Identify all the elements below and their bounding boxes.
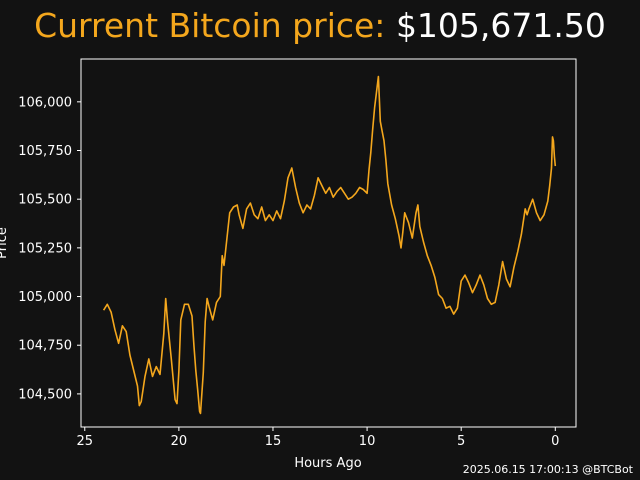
x-tick-label: 10 [359, 434, 376, 449]
y-tick-label: 105,500 [18, 193, 72, 208]
x-tick-label: 15 [265, 434, 282, 449]
plot-frame [80, 58, 577, 428]
y-axis-label: Price [0, 227, 10, 259]
tick-layer: 25 20 15 10 5 0 104,500 104,750 105,000 105,250 10… [18, 95, 559, 449]
price-series-line [102, 75, 557, 415]
footer-handle: @BTCBot [582, 463, 633, 476]
y-tick-label: 105,000 [18, 290, 72, 305]
x-tick-label: 20 [171, 434, 188, 449]
x-tick-label: 5 [457, 434, 465, 449]
footer-timestamp: 2025.06.15 17:00:13 [462, 463, 579, 476]
title-label: Current Bitcoin price: [34, 6, 386, 45]
y-tick-label: 105,250 [18, 241, 72, 256]
line-layer [102, 75, 557, 415]
chart-title: Current Bitcoin price: $105,671.50 [0, 6, 640, 45]
y-tick-label: 106,000 [18, 95, 72, 110]
x-tick-label: 0 [551, 434, 559, 449]
footer: 2025.06.15 17:00:13 @BTCBot [463, 463, 633, 476]
y-tick-label: 104,500 [18, 387, 72, 402]
y-tick-label: 104,750 [18, 339, 72, 354]
y-tick-label: 105,750 [18, 144, 72, 159]
x-tick-label: 25 [76, 434, 93, 449]
x-axis-label: Hours Ago [294, 456, 361, 471]
title-price-value: $105,671.50 [395, 6, 606, 45]
